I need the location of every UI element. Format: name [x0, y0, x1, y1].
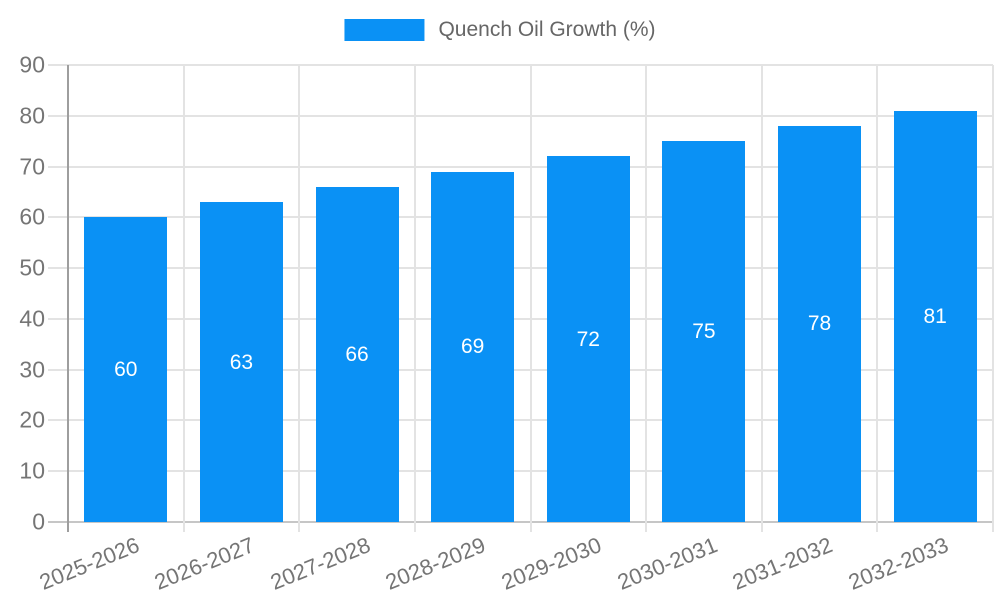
x-gridline	[529, 65, 532, 532]
y-gridline	[48, 267, 993, 270]
x-tick-label: 2025-2026	[35, 532, 143, 595]
y-tick-label: 60	[19, 203, 45, 230]
bar[interactable]: 60	[84, 217, 168, 522]
y-tick-label: 90	[19, 51, 45, 78]
x-gridline	[298, 65, 301, 532]
bar[interactable]: 66	[315, 186, 399, 522]
bar-value-label: 66	[345, 342, 369, 366]
y-gridline	[48, 114, 993, 117]
bar[interactable]: 63	[199, 202, 283, 522]
y-tick-label: 80	[19, 102, 45, 129]
x-gridline	[645, 65, 648, 532]
y-gridline	[48, 419, 993, 422]
legend-label: Quench Oil Growth (%)	[438, 18, 656, 41]
y-tick-label: 30	[19, 356, 45, 383]
x-tick-label: 2027-2028	[266, 532, 374, 595]
bar-value-label: 63	[229, 350, 254, 374]
y-gridline	[48, 317, 993, 320]
bar[interactable]: 69	[431, 171, 515, 522]
bar[interactable]: 78	[778, 125, 862, 522]
bar-value-label: 69	[461, 335, 485, 359]
y-gridline	[48, 368, 993, 371]
x-tick-label: 2028-2029	[382, 532, 490, 595]
bar[interactable]: 75	[662, 141, 746, 522]
x-gridline	[992, 65, 994, 532]
legend-swatch	[344, 19, 425, 41]
x-tick-label: 2030-2031	[613, 532, 721, 595]
y-gridline	[48, 64, 993, 66]
bar-value-label: 75	[692, 320, 716, 344]
x-gridline	[876, 65, 879, 532]
y-gridline	[48, 470, 993, 473]
y-axis-line	[67, 65, 69, 532]
y-tick-label: 10	[19, 457, 45, 484]
y-tick-label: 40	[19, 305, 45, 332]
bar[interactable]: 72	[546, 156, 630, 522]
x-tick-label: 2026-2027	[151, 532, 259, 595]
y-tick-label: 0	[32, 508, 45, 535]
x-gridline	[182, 65, 185, 532]
bar-value-label: 72	[576, 327, 600, 351]
y-tick-label: 70	[19, 153, 45, 180]
y-gridline	[48, 216, 993, 219]
x-tick-label: 2031-2032	[729, 532, 837, 595]
bar-value-label: 78	[807, 312, 832, 336]
bar-value-label: 81	[923, 304, 947, 328]
bar-value-label: 60	[114, 358, 138, 382]
y-tick-label: 20	[19, 406, 45, 433]
x-axis-line	[48, 521, 993, 523]
x-gridline	[413, 65, 416, 532]
x-tick-label: 2029-2030	[498, 532, 605, 595]
x-tick-label: 2032-2033	[844, 532, 952, 595]
y-tick-label: 50	[19, 254, 45, 281]
y-gridline	[48, 165, 993, 168]
legend-item[interactable]: Quench Oil Growth (%)	[344, 18, 656, 42]
bar[interactable]: 81	[893, 110, 977, 522]
x-gridline	[760, 65, 763, 532]
